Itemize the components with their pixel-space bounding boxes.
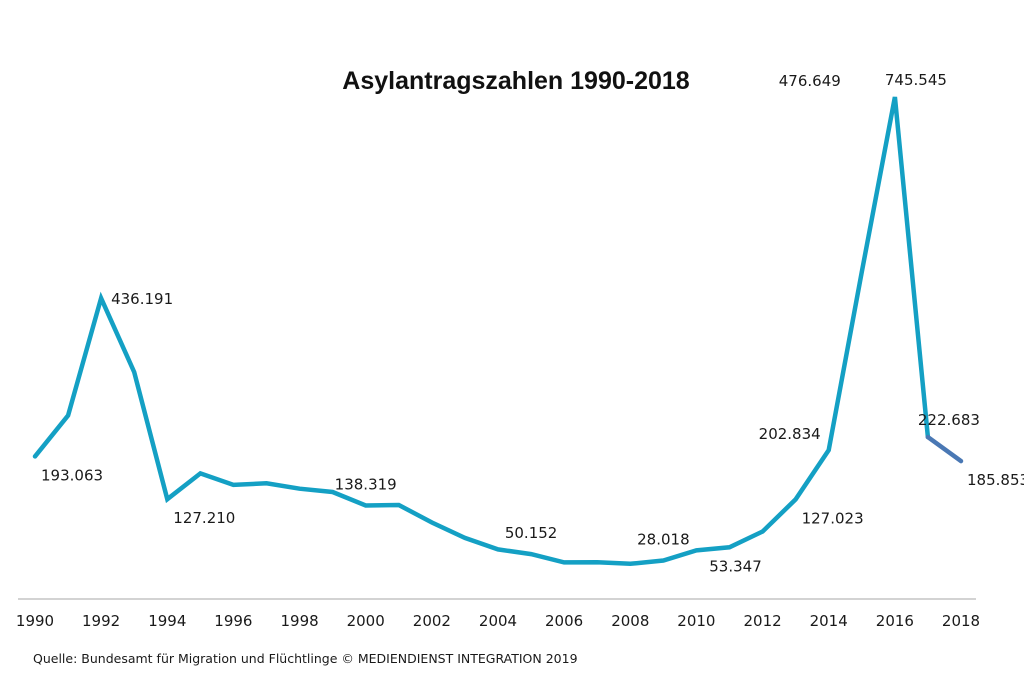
data-label-2014: 202.834 <box>759 425 821 443</box>
x-tick-label-2008: 2008 <box>611 612 649 630</box>
x-tick-label-1994: 1994 <box>148 612 186 630</box>
data-label-2013: 127.023 <box>802 509 864 527</box>
data-label-2009: 28.018 <box>637 531 690 549</box>
data-label-2015: 476.649 <box>779 72 841 90</box>
data-label-1990: 193.063 <box>41 466 103 484</box>
x-tick-label-1992: 1992 <box>82 612 120 630</box>
data-label-2017: 222.683 <box>918 411 980 429</box>
data-label-2018: 185.853 <box>967 471 1024 489</box>
data-labels: 193.063 436.191 127.210 138.319 50.152 28.018… <box>41 71 1024 575</box>
data-label-1994: 127.210 <box>173 509 235 527</box>
x-tick-label-2018: 2018 <box>942 612 980 630</box>
series-group <box>35 97 961 564</box>
series-line-last-segment <box>928 437 961 461</box>
data-label-2011: 53.347 <box>709 557 762 575</box>
x-tick-label-2000: 2000 <box>347 612 385 630</box>
data-label-2016: 745.545 <box>885 71 947 89</box>
x-tick-label-2006: 2006 <box>545 612 583 630</box>
x-tick-label-2016: 2016 <box>876 612 914 630</box>
data-label-2005: 50.152 <box>505 524 558 542</box>
x-tick-label-2010: 2010 <box>677 612 715 630</box>
x-tick-label-1998: 1998 <box>281 612 319 630</box>
series-line <box>35 97 928 564</box>
x-tick-label-2012: 2012 <box>744 612 782 630</box>
x-tick-label-2004: 2004 <box>479 612 517 630</box>
x-tick-label-1996: 1996 <box>214 612 252 630</box>
x-tick-label-1990: 1990 <box>16 612 54 630</box>
chart-title: Asylantragszahlen 1990-2018 <box>342 67 690 95</box>
x-tick-label-2014: 2014 <box>810 612 848 630</box>
data-label-1992: 436.191 <box>111 290 173 308</box>
x-tick-label-2002: 2002 <box>413 612 451 630</box>
data-label-2000: 138.319 <box>335 476 397 494</box>
source-note: Quelle: Bundesamt für Migration und Flüc… <box>33 651 578 666</box>
x-axis-ticks: 1990 1992 1994 1996 1998 2000 2002 2004 2006 2008… <box>16 612 980 630</box>
